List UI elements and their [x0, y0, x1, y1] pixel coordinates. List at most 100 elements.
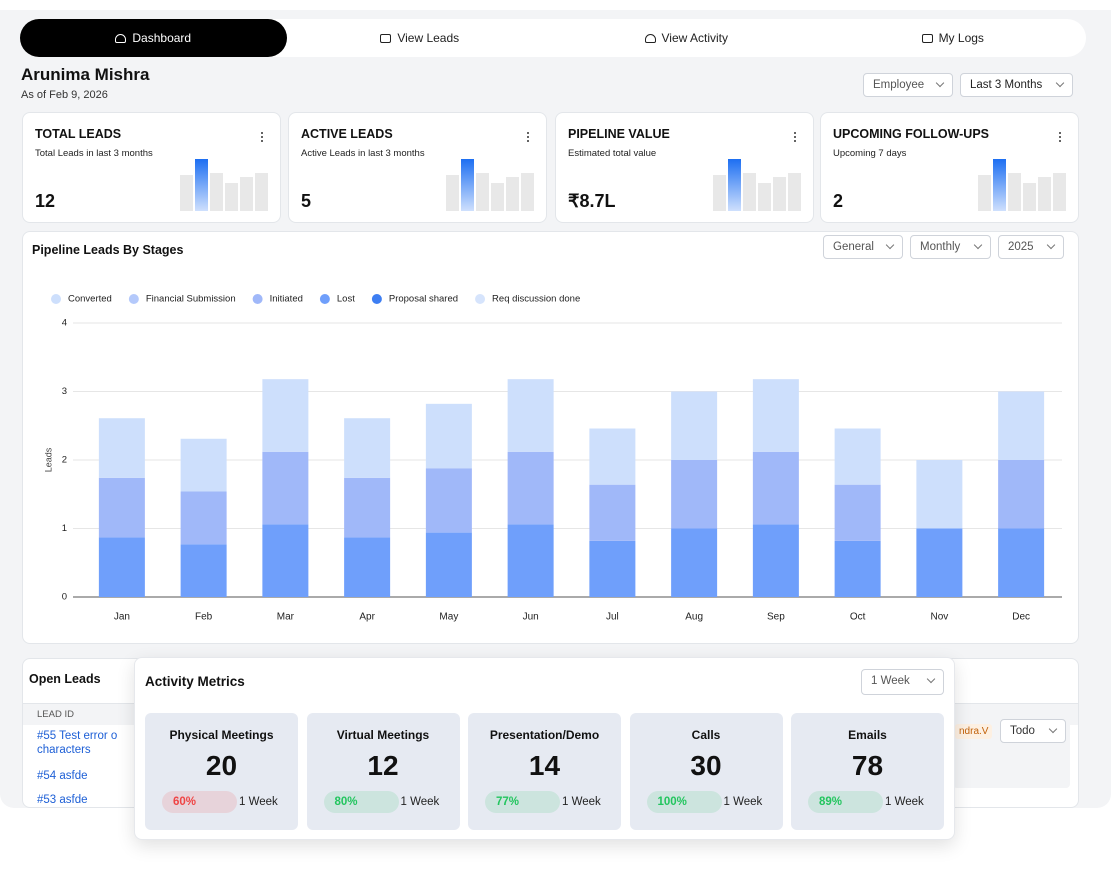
- bar-segment: [834, 428, 881, 485]
- legend-swatch: [252, 294, 263, 304]
- x-tick-label: Jan: [114, 612, 130, 623]
- legend-label: Proposal shared: [389, 294, 458, 305]
- bar-segment: [180, 491, 227, 545]
- dot: [794, 136, 796, 138]
- metric-tile: Calls 30 100% 1 Week: [629, 713, 783, 830]
- metric-tile: Physical Meetings 20 60% 1 Week: [145, 713, 298, 830]
- bar-segment: [98, 537, 145, 597]
- kpi-subtitle: Estimated total value: [568, 148, 657, 159]
- metric-period: 1 Week: [562, 796, 601, 808]
- dropdown[interactable]: General: [823, 235, 903, 259]
- metric-value: 30: [690, 750, 722, 781]
- bar-segment: [180, 544, 227, 597]
- x-tick-label: May: [439, 612, 458, 623]
- deco-bar: [773, 177, 786, 211]
- lead-link[interactable]: #53 asfde: [37, 794, 88, 806]
- metric-period: 1 Week: [400, 796, 440, 808]
- nav-icon: [115, 33, 127, 43]
- deco-bar: [521, 173, 534, 211]
- kpi-card: ACTIVE LEADS Active Leads in last 3 month…: [288, 112, 547, 223]
- kebab-menu[interactable]: [794, 132, 796, 142]
- deco-bar: [255, 173, 268, 211]
- dropdown[interactable]: Employee: [863, 73, 953, 97]
- dot: [1059, 132, 1061, 134]
- legend-label: Converted: [68, 294, 112, 305]
- dropdown[interactable]: Last 3 Months: [960, 73, 1073, 97]
- metric-label: Calls: [691, 728, 721, 742]
- deco-bar: [728, 159, 741, 211]
- dot: [1059, 140, 1061, 142]
- kpi-subtitle: Active Leads in last 3 months: [301, 148, 425, 159]
- bar-segment: [916, 528, 963, 597]
- x-tick-label: Apr: [359, 612, 375, 623]
- bar-segment: [752, 524, 799, 597]
- bar-segment: [507, 451, 554, 525]
- open-leads-title: Open Leads: [29, 672, 101, 686]
- kebab-menu[interactable]: [527, 132, 529, 142]
- deco-bar: [225, 183, 238, 211]
- x-tick-label: Nov: [930, 612, 948, 623]
- kpi-title: ACTIVE LEADS: [301, 127, 393, 141]
- as-of-date: As of Feb 9, 2026: [21, 89, 108, 101]
- bar-segment: [344, 477, 391, 538]
- legend-label: Financial Submission: [146, 294, 236, 305]
- nav-label: Dashboard: [132, 31, 192, 45]
- dropdown[interactable]: Monthly: [910, 235, 991, 259]
- metric-value: 14: [528, 750, 561, 781]
- bar-segment: [589, 484, 636, 541]
- dot: [527, 140, 529, 142]
- y-tick-label: 1: [62, 523, 67, 534]
- legend-label: Initiated: [270, 294, 303, 305]
- deco-bar: [180, 175, 193, 211]
- deco-bar: [506, 177, 519, 211]
- bar-segment: [752, 451, 799, 525]
- bar-segment: [425, 468, 472, 533]
- nav-tab[interactable]: My Logs: [820, 19, 1087, 57]
- deco-bar: [476, 173, 489, 211]
- metric-value: 12: [367, 750, 399, 781]
- deco-bar: [743, 173, 756, 211]
- deco-bar: [758, 183, 771, 211]
- nav-icon: [644, 33, 656, 43]
- bar-segment: [262, 379, 309, 452]
- deco-bar: [446, 175, 459, 211]
- bar-segment: [752, 379, 799, 452]
- nav-tab[interactable]: View Activity: [553, 19, 820, 57]
- deco-bar: [240, 177, 253, 211]
- y-axis-label: Leads: [43, 447, 53, 472]
- kebab-menu[interactable]: [261, 132, 263, 142]
- nav-tab[interactable]: Dashboard: [20, 19, 287, 57]
- kpi-subtitle: Upcoming 7 days: [833, 148, 907, 159]
- kpi-title: UPCOMING FOLLOW-UPS: [833, 127, 989, 141]
- bar-segment: [98, 418, 145, 478]
- change-pill: 80%: [323, 791, 399, 813]
- dropdown[interactable]: Todo: [1000, 719, 1066, 743]
- bar-segment: [998, 528, 1045, 597]
- nav-tab[interactable]: View Leads: [287, 19, 554, 57]
- dropdown[interactable]: 2025: [998, 235, 1064, 259]
- deco-bar: [788, 173, 801, 211]
- kpi-value: 2: [833, 191, 844, 211]
- deco-bar: [195, 159, 208, 211]
- change-pill: 89%: [808, 791, 883, 813]
- dot: [261, 132, 263, 134]
- metric-value: 78: [851, 750, 884, 781]
- kpi-title: TOTAL LEADS: [35, 127, 122, 141]
- chart-title: Pipeline Leads By Stages: [32, 243, 184, 257]
- dot: [794, 140, 796, 142]
- bar-segment: [262, 524, 309, 597]
- deco-bar: [1053, 173, 1066, 211]
- metric-value: 20: [205, 750, 238, 781]
- bar-segment: [671, 528, 718, 597]
- metric-tile: Presentation/Demo 14 77% 1 Week: [468, 713, 621, 830]
- dropdown[interactable]: 1 Week: [861, 669, 944, 695]
- nav-icon: [921, 33, 933, 43]
- kebab-menu[interactable]: [1059, 132, 1061, 142]
- lead-link[interactable]: #54 asfde: [37, 770, 88, 782]
- bar-segment: [998, 391, 1045, 460]
- metric-period: 1 Week: [885, 796, 924, 808]
- lead-link[interactable]: #55 Test error o characters: [37, 730, 118, 756]
- kpi-card: TOTAL LEADS Total Leads in last 3 months 1…: [22, 112, 281, 223]
- dot: [527, 136, 529, 138]
- kpi-value: 5: [301, 191, 312, 211]
